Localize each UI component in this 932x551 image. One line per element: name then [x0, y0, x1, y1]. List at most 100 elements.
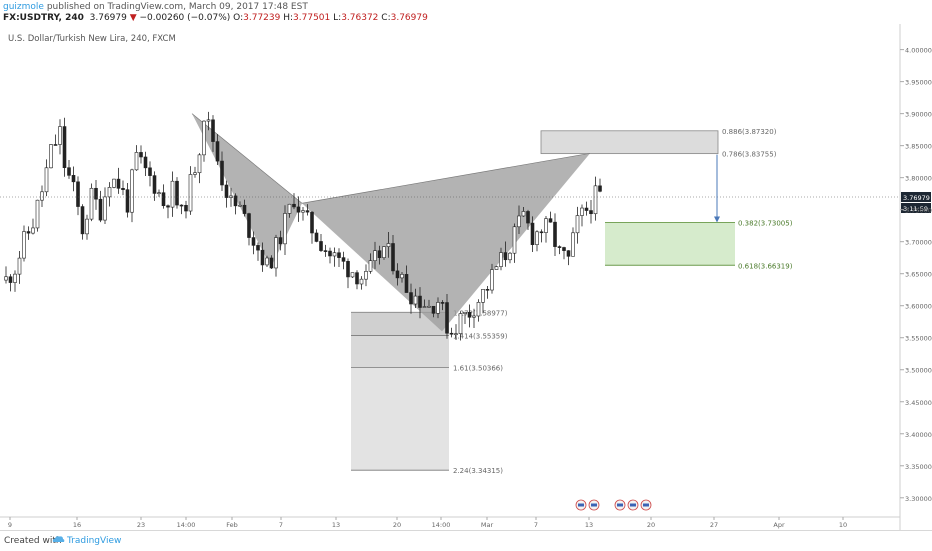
candle	[400, 272, 404, 283]
candle	[310, 211, 314, 244]
fib-level-label: 1.61(3.50366)	[453, 364, 503, 372]
candle-body	[13, 273, 17, 283]
candle-body	[440, 302, 445, 304]
candle-body	[314, 232, 319, 242]
candle	[184, 200, 188, 219]
time-tick-label: 14:00	[177, 521, 196, 529]
candle	[427, 299, 431, 308]
candle	[593, 176, 598, 221]
candle-body	[130, 169, 134, 213]
close-value: 3.76979	[390, 13, 428, 23]
candle-body	[364, 271, 368, 280]
candle	[445, 293, 449, 339]
candle-body	[107, 187, 112, 198]
candle	[143, 151, 148, 176]
candle	[17, 250, 22, 284]
candle-body	[359, 278, 364, 285]
candle-body	[67, 167, 71, 176]
event-flag-icon[interactable]	[588, 499, 600, 511]
event-flag-icon[interactable]	[640, 499, 652, 511]
candle-body	[103, 196, 107, 221]
tradingview-brand-link[interactable]: TradingView	[67, 536, 122, 546]
event-flag-icon[interactable]	[614, 499, 626, 511]
last-price-text: 3.76979	[903, 194, 930, 202]
candle-body	[287, 203, 292, 214]
candle-body	[112, 178, 116, 188]
candle	[323, 244, 328, 257]
candle	[71, 166, 76, 192]
time-tick-label: 23	[137, 521, 145, 529]
candle-body	[17, 257, 22, 275]
candle	[598, 178, 602, 193]
chart-area[interactable]: 1.272(3.58977) 1.414(3.55359) 1.61(3.50366…	[0, 24, 932, 530]
change-value: −0.00260 (−0.07%)	[139, 13, 231, 23]
price-tick-label: 3.50000	[905, 367, 932, 375]
event-flag-icon[interactable]	[627, 499, 639, 511]
candle-body	[157, 192, 161, 194]
candle	[49, 144, 53, 169]
time-tick-label: 27	[710, 521, 718, 529]
candle	[274, 234, 278, 277]
candle-body	[530, 222, 535, 245]
candle-body	[449, 332, 454, 335]
candle	[31, 218, 35, 235]
candle	[332, 247, 337, 267]
down-arrow-icon: ▼	[129, 13, 137, 23]
candle	[175, 177, 179, 209]
candle	[76, 176, 80, 216]
candle	[535, 230, 539, 252]
candle	[112, 178, 116, 189]
candle-body	[62, 126, 67, 168]
candle-body	[413, 295, 418, 305]
event-flag-icon[interactable]	[575, 499, 587, 511]
candle-body	[332, 252, 337, 257]
event-flag-stripe	[643, 503, 649, 507]
candle	[269, 255, 274, 269]
candle-body	[197, 154, 202, 174]
candle-body	[125, 189, 130, 213]
candle-body	[499, 252, 503, 267]
price-chart[interactable]: 1.272(3.58977) 1.414(3.55359) 1.61(3.50366…	[0, 24, 932, 530]
candle	[377, 245, 382, 265]
candle	[206, 111, 211, 131]
candle-body	[193, 172, 197, 175]
prz-box	[540, 130, 719, 155]
candle	[251, 231, 256, 255]
fib-extension-box	[351, 335, 449, 368]
candle-body	[152, 175, 157, 194]
low-label: L:	[333, 13, 342, 23]
time-tick-label: Feb	[226, 521, 238, 529]
candle-body	[85, 218, 89, 235]
pattern-xab-triangle	[192, 113, 302, 268]
candle-body	[404, 274, 409, 293]
candle	[584, 201, 589, 216]
candle	[220, 151, 224, 192]
candle-body	[535, 231, 539, 245]
candle	[8, 274, 13, 292]
high-label: H:	[283, 13, 294, 23]
candle	[395, 263, 400, 286]
candle	[238, 201, 242, 207]
candle	[517, 205, 521, 235]
candle-body	[323, 250, 328, 252]
chart-title: U.S. Dollar/Turkish New Lira, 240, FXCM	[8, 34, 176, 44]
candle-body	[251, 237, 256, 246]
candle-body	[170, 180, 175, 208]
candle	[485, 286, 490, 299]
price-tick-label: 3.75000	[905, 207, 932, 215]
candle	[4, 266, 8, 284]
open-value: 3.77239	[243, 13, 281, 23]
candle-body	[310, 211, 314, 234]
candle-body	[589, 210, 593, 215]
username-link[interactable]: guizmole	[3, 2, 44, 12]
candle	[121, 180, 125, 196]
candle-body	[179, 204, 184, 207]
candle	[256, 242, 260, 261]
pattern-bd-line	[301, 152, 591, 204]
candle-body	[238, 204, 242, 207]
candle	[148, 161, 152, 187]
candle-body	[445, 302, 449, 334]
candle	[40, 185, 44, 208]
price-tick-label: 3.45000	[905, 399, 932, 407]
candle-body	[472, 315, 476, 318]
